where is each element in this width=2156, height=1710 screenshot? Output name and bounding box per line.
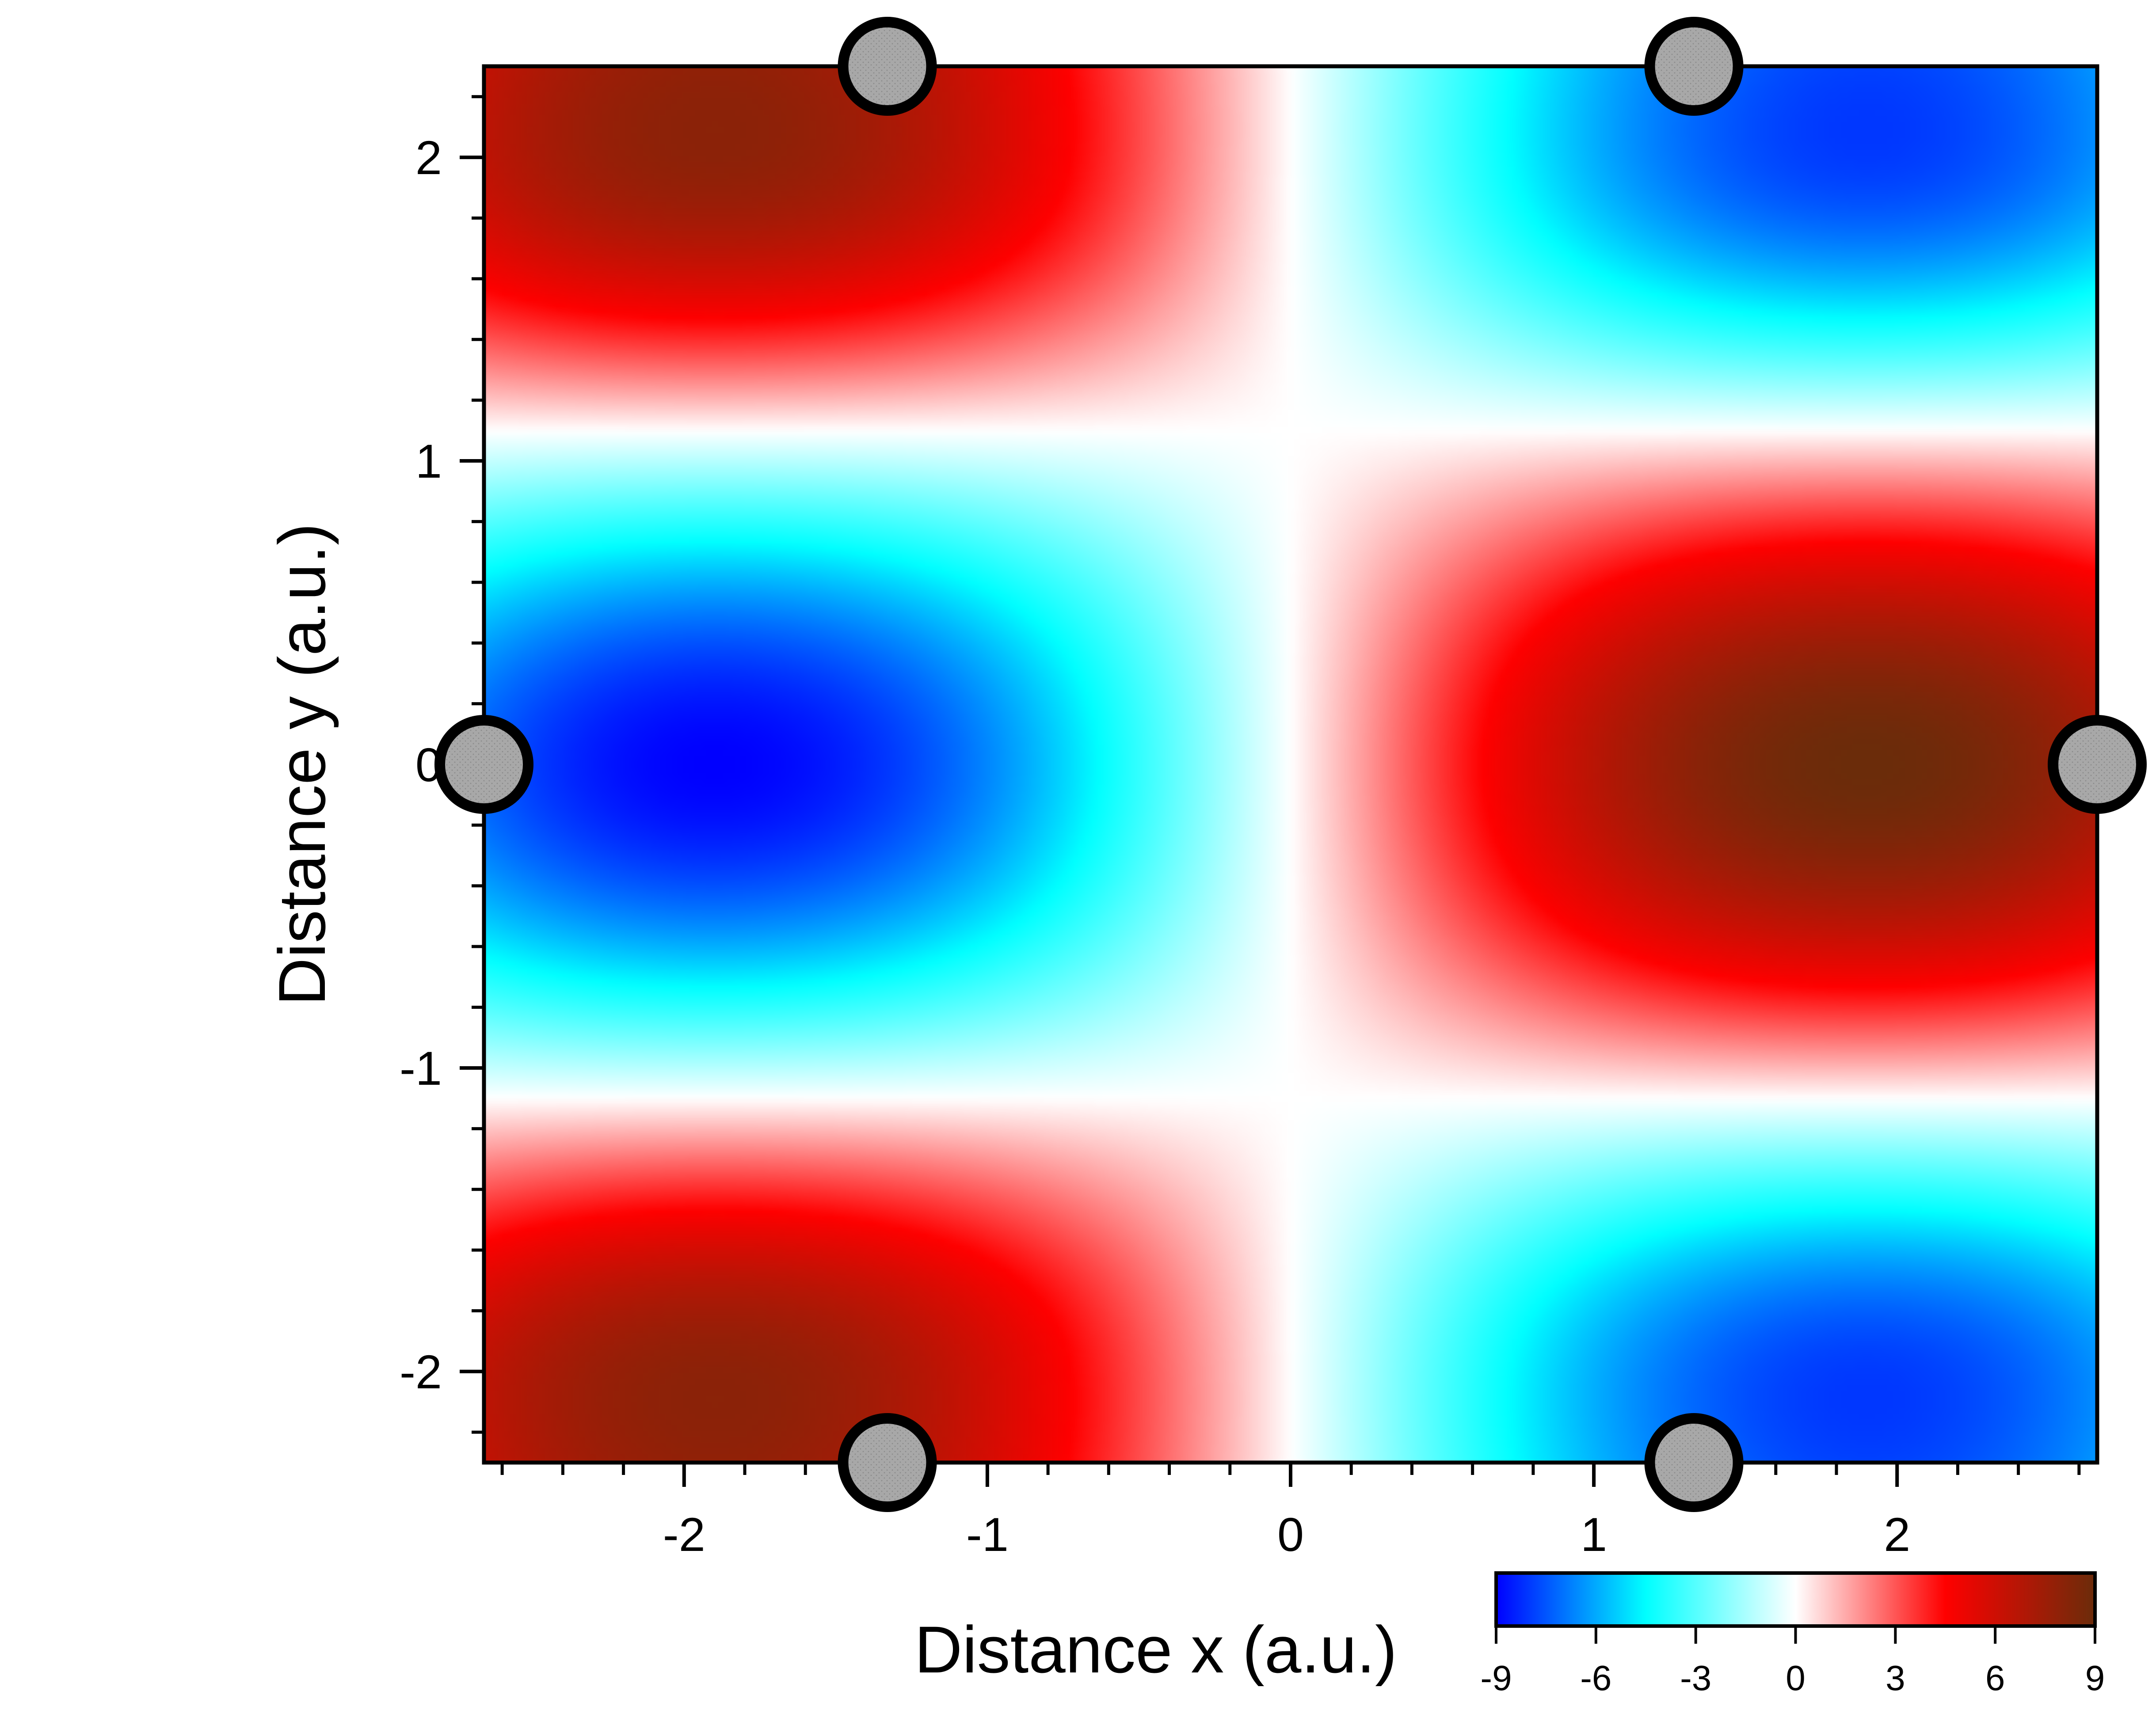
x-axis-title: Distance x (a.u.) bbox=[914, 1612, 1397, 1687]
colorbar: -9 -6 -3 0 3 6 9 bbox=[1480, 1571, 2105, 1698]
heatmap-image bbox=[484, 66, 2097, 1463]
colorbar-tick-label: -6 bbox=[1580, 1658, 1611, 1698]
atom-marker bbox=[838, 17, 937, 116]
y-axis: 210-1-2 bbox=[400, 95, 484, 1434]
atom-marker bbox=[838, 1413, 937, 1512]
y-tick-label: 1 bbox=[415, 434, 442, 488]
y-tick-label: -1 bbox=[400, 1041, 442, 1095]
x-tick-label: 0 bbox=[1277, 1508, 1304, 1561]
x-tick-label: -1 bbox=[966, 1508, 1009, 1561]
atom-marker bbox=[2048, 715, 2147, 814]
colorbar-tick-label: 0 bbox=[1786, 1658, 1806, 1698]
colorbar-tick-label: -3 bbox=[1680, 1658, 1711, 1698]
x-tick-label: 2 bbox=[1884, 1508, 1910, 1561]
atom-marker bbox=[434, 715, 533, 814]
atom-marker bbox=[1644, 17, 1744, 116]
colorbar-tick-label: -9 bbox=[1480, 1658, 1512, 1698]
y-tick-label: -2 bbox=[400, 1345, 442, 1398]
x-tick-label: -2 bbox=[663, 1508, 705, 1561]
colorbar-gradient bbox=[1494, 1571, 2097, 1628]
x-axis: -2 -1 0 1 2 bbox=[500, 1463, 2081, 1561]
atom-marker bbox=[1644, 1413, 1744, 1512]
y-tick-label: 2 bbox=[415, 131, 442, 184]
y-axis-title: Distance y (a.u.) bbox=[265, 523, 339, 1006]
heatmap bbox=[484, 66, 2097, 1463]
colorbar-tick-label: 9 bbox=[2085, 1658, 2105, 1698]
colorbar-tick-label: 3 bbox=[1886, 1658, 1905, 1698]
atoms bbox=[434, 17, 2147, 1512]
x-tick-label: 1 bbox=[1581, 1508, 1607, 1561]
colorbar-tick-label: 6 bbox=[1985, 1658, 2005, 1698]
